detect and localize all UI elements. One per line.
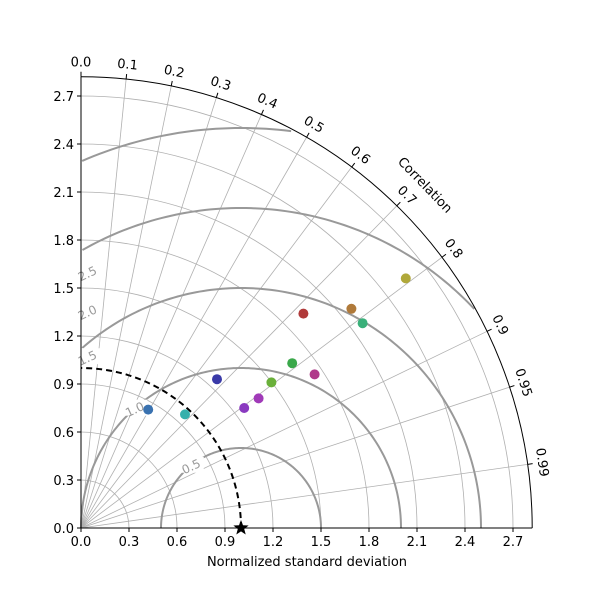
reference-std-arc bbox=[80, 367, 242, 529]
std-grid-arc bbox=[80, 431, 178, 529]
correlation-tick-label: 0.99 bbox=[532, 447, 551, 478]
data-point bbox=[212, 374, 222, 385]
correlation-tick bbox=[306, 132, 310, 138]
rms-contour-1.5 bbox=[81, 286, 482, 529]
x-tick-label: 0.0 bbox=[71, 535, 92, 550]
correlation-tick-label: 0.3 bbox=[208, 74, 232, 95]
correlation-grid-line bbox=[80, 205, 398, 529]
correlation-tick-label: 0.4 bbox=[255, 91, 280, 113]
x-tick-label: 2.4 bbox=[455, 535, 476, 550]
y-tick-label: 2.1 bbox=[53, 186, 74, 201]
correlation-grid-line bbox=[80, 256, 443, 529]
x-axis-label: Normalized standard deviation bbox=[207, 555, 407, 570]
correlation-tick-label: 0.1 bbox=[116, 57, 138, 74]
data-point bbox=[180, 409, 190, 420]
data-point bbox=[239, 403, 250, 413]
y-tick-label: 0.9 bbox=[53, 378, 74, 393]
correlation-grid-line bbox=[80, 463, 528, 529]
correlation-grid-line bbox=[80, 137, 307, 529]
outer-arc bbox=[80, 76, 533, 529]
reference-star bbox=[233, 520, 249, 535]
x-tick-label: 1.5 bbox=[311, 535, 332, 550]
rms-contour-0.5 bbox=[160, 446, 322, 529]
rms-contour-layer: 0.51.01.52.02.5 bbox=[74, 126, 482, 529]
correlation-tick-label: 0.9 bbox=[488, 313, 511, 338]
correlation-tick-label: 0.0 bbox=[71, 55, 92, 70]
y-tick-label: 0.0 bbox=[53, 522, 74, 537]
correlation-tick-label: 0.8 bbox=[441, 236, 465, 262]
x-tick-label: 0.6 bbox=[167, 535, 188, 550]
std-grid-arc bbox=[80, 335, 274, 529]
correlation-grid-line bbox=[80, 386, 510, 529]
point-layer bbox=[143, 273, 411, 535]
correlation-tick bbox=[125, 74, 128, 80]
data-point bbox=[400, 273, 411, 284]
x-tick-label: 0.9 bbox=[215, 535, 236, 550]
rms-contour-2.0 bbox=[81, 206, 475, 310]
y-tick-label: 1.5 bbox=[53, 282, 74, 297]
y-tick-label: 2.7 bbox=[53, 90, 74, 105]
x-tick-label: 0.3 bbox=[119, 535, 140, 550]
correlation-tick bbox=[527, 463, 533, 465]
y-tick-label: 0.6 bbox=[53, 426, 74, 441]
correlation-tick bbox=[509, 385, 515, 388]
correlation-tick-label: 0.5 bbox=[301, 113, 326, 136]
correlation-grid-line bbox=[80, 166, 353, 529]
correlation-tick bbox=[170, 80, 173, 87]
correlation-tick bbox=[215, 92, 219, 98]
data-point bbox=[143, 404, 154, 415]
data-point bbox=[346, 303, 357, 314]
data-point bbox=[309, 369, 320, 380]
data-point bbox=[298, 308, 309, 319]
x-tick-label: 1.2 bbox=[263, 535, 284, 550]
data-point bbox=[266, 377, 277, 388]
data-point bbox=[287, 358, 298, 369]
correlation-grid-line bbox=[80, 79, 127, 529]
data-point bbox=[253, 393, 264, 404]
rms-contour-2.5 bbox=[81, 126, 292, 162]
std-grid-arc bbox=[80, 95, 514, 529]
x-tick-label: 2.7 bbox=[503, 535, 524, 550]
x-tick-label: 2.1 bbox=[407, 535, 428, 550]
std-grid-arc bbox=[80, 239, 370, 529]
frame-layer bbox=[77, 71, 533, 532]
std-grid-arc bbox=[80, 287, 322, 529]
correlation-grid-line bbox=[80, 85, 172, 529]
correlation-grid-line bbox=[80, 97, 217, 529]
correlation-tick bbox=[351, 162, 356, 168]
std-grid-arc bbox=[80, 143, 466, 529]
data-point bbox=[357, 318, 368, 329]
std-grid-arc bbox=[80, 479, 130, 529]
rms-contour-1.0 bbox=[80, 366, 402, 529]
std-grid-arc bbox=[80, 191, 418, 529]
y-tick-label: 1.8 bbox=[53, 234, 74, 249]
correlation-grid-line bbox=[80, 330, 488, 529]
correlation-tick-label: 0.6 bbox=[347, 144, 373, 168]
correlation-tick bbox=[396, 201, 401, 207]
correlation-tick-label: 0.95 bbox=[511, 367, 534, 399]
x-tick-label: 1.8 bbox=[359, 535, 380, 550]
y-tick-label: 1.2 bbox=[53, 330, 74, 345]
y-tick-label: 0.3 bbox=[53, 474, 74, 489]
correlation-tick bbox=[486, 328, 492, 332]
correlation-grid-line bbox=[80, 114, 262, 529]
std-grid-arc bbox=[80, 383, 226, 529]
correlation-tick-label: 0.2 bbox=[162, 63, 185, 82]
y-tick-label: 2.4 bbox=[53, 138, 74, 153]
rms-contour-label-bg bbox=[121, 399, 148, 416]
grid-layer bbox=[80, 76, 528, 529]
correlation-tick bbox=[261, 109, 264, 115]
correlation-tick bbox=[441, 253, 447, 258]
rms-contour-label-bg bbox=[177, 456, 204, 473]
